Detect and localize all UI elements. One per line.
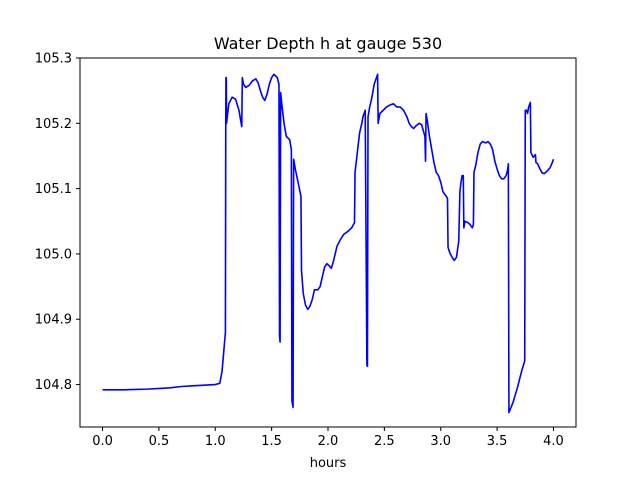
series-layer [102,73,555,414]
x-tick-label: 3.0 [430,434,451,449]
y-axis-ticks: 104.8 104.9 105.0 105.1 105.2 105.3 [35,52,80,393]
x-tick-label: 1.0 [205,434,226,449]
x-axis-label: hours [310,456,347,471]
x-tick-label: 0.0 [92,434,113,449]
plot-background [80,58,576,427]
y-tick-label: 105.3 [35,52,72,67]
x-tick-label: 3.5 [487,434,508,449]
y-tick-label: 105.0 [35,247,72,262]
x-axis-ticks: 0.0 0.5 1.0 1.5 2.0 2.5 3.0 3.5 4.0 [92,427,564,449]
chart-title: Water Depth h at gauge 530 [214,34,442,53]
x-tick-label: 2.0 [318,434,339,449]
y-tick-label: 105.2 [35,117,72,132]
x-tick-label: 1.5 [261,434,282,449]
y-tick-label: 104.8 [35,378,72,393]
plot-area [79,57,577,428]
x-tick-label: 2.5 [374,434,395,449]
y-tick-label: 105.1 [35,182,72,197]
x-tick-label: 0.5 [149,434,170,449]
series-line-0 [102,73,555,414]
x-tick-label: 4.0 [543,434,564,449]
y-tick-label: 104.9 [35,313,72,328]
